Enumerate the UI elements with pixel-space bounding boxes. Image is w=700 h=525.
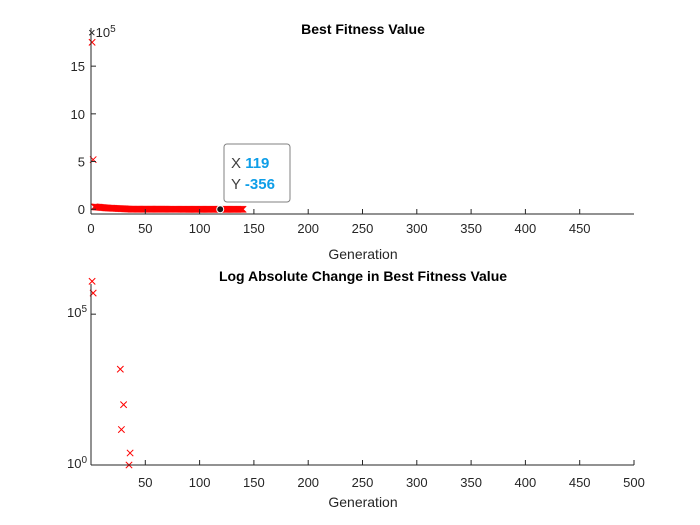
bottom-x-tick-label: 450 [569, 475, 591, 490]
top-y-tick-label: 15 [71, 59, 85, 74]
top-y-tick-label: 0 [78, 202, 85, 217]
svg-text:X 119: X 119 [231, 155, 269, 172]
bottom-x-tick-label: 400 [515, 475, 537, 490]
top-x-tick-label: 400 [515, 221, 537, 236]
datatip-y-value: -356 [245, 176, 275, 193]
top-x-tick-label: 200 [297, 221, 319, 236]
bottom-y-tick-label: 105 [67, 304, 87, 320]
bottom-x-ticks: 50 100 150 200 250 300 350 400 450 500 [138, 460, 645, 490]
top-data-point [88, 38, 96, 46]
top-data-point [236, 205, 244, 213]
top-y-tick-label: 5 [78, 155, 85, 170]
top-exponent-label: ×105 [88, 24, 116, 40]
top-exponent-times: × [88, 25, 96, 40]
top-exponent-power: 5 [110, 24, 116, 35]
datatip-box [223, 143, 291, 203]
top-x-tick-label: 450 [569, 221, 591, 236]
bottom-x-tick-label: 150 [243, 475, 265, 490]
bottom-x-tick-label: 300 [406, 475, 428, 490]
bottom-data-point [117, 425, 125, 434]
bottom-x-tick-label: 50 [138, 475, 152, 490]
top-x-tick-label: 100 [189, 221, 211, 236]
bottom-x-axis-label: Generation [328, 494, 397, 510]
bottom-data-point [116, 365, 124, 373]
datatip-x-label: X [231, 155, 241, 172]
top-y-ticks: 0 5 10 15 [71, 59, 96, 217]
top-x-tick-label: 0 [87, 221, 94, 236]
top-x-tick-label: 50 [138, 221, 152, 236]
top-data-point [238, 205, 246, 213]
bottom-x-tick-label: 250 [352, 475, 374, 490]
top-x-tick-label: 250 [352, 221, 374, 236]
top-chart: Best Fitness Value ×105 0 50 100 150 200 250 3… [71, 21, 634, 262]
bottom-data-point [126, 449, 134, 457]
svg-text:×105: ×105 [88, 24, 116, 40]
datatip-y-label: Y [231, 176, 241, 193]
bottom-y-ticks: 100 105 [67, 304, 96, 471]
bottom-data-point [120, 401, 128, 409]
bottom-x-tick-label: 500 [623, 475, 645, 490]
datatip-x-value: 119 [245, 155, 269, 172]
bottom-x-tick-label: 350 [460, 475, 482, 490]
top-x-tick-label: 150 [243, 221, 265, 236]
top-x-ticks: 0 50 100 150 200 250 300 350 400 450 [87, 209, 591, 236]
bottom-x-tick-label: 100 [189, 475, 211, 490]
bottom-chart: Log Absolute Change in Best Fitness Valu… [67, 268, 645, 510]
bottom-data-point [88, 277, 96, 285]
top-x-axis-label: Generation [328, 246, 397, 262]
svg-text:Y -356: Y -356 [231, 176, 275, 193]
top-y-tick-label: 10 [71, 107, 85, 122]
datatip[interactable]: X 119 Y -356 [223, 143, 291, 203]
top-data-point [239, 205, 247, 213]
bottom-y-tick-label: 100 [67, 455, 87, 471]
top-data-point [237, 205, 245, 213]
bottom-chart-title: Log Absolute Change in Best Fitness Valu… [219, 268, 507, 284]
bottom-plot-area[interactable] [88, 277, 134, 469]
datatip-point-marker[interactable] [216, 205, 225, 214]
top-x-tick-label: 350 [460, 221, 482, 236]
bottom-x-tick-label: 200 [297, 475, 319, 490]
top-plot-area[interactable] [88, 38, 247, 214]
top-chart-title: Best Fitness Value [301, 21, 425, 37]
top-x-tick-label: 300 [406, 221, 428, 236]
top-exponent-base: 10 [96, 25, 110, 40]
